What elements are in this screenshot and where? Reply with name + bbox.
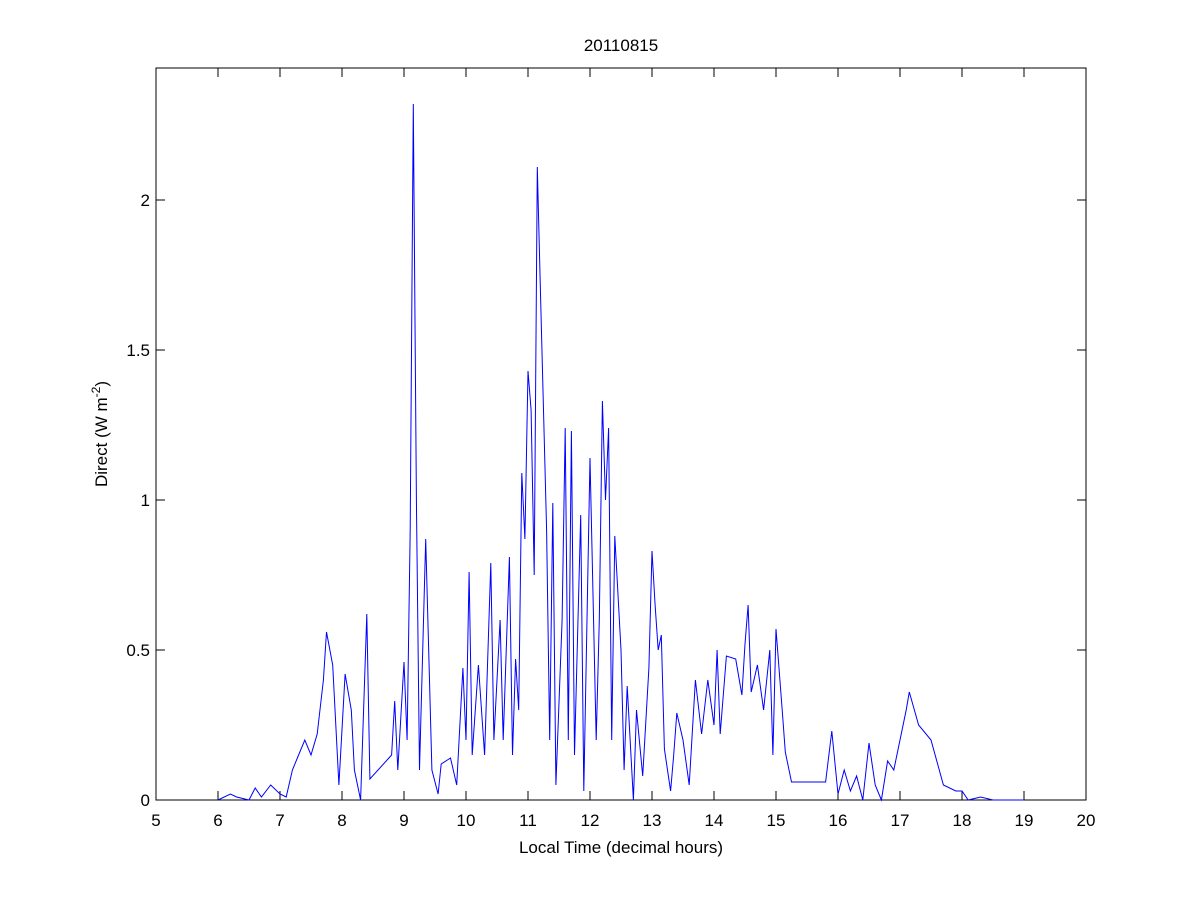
- y-label-text: Direct (W m: [92, 397, 111, 487]
- plot-box: [155, 67, 1087, 801]
- x-tick-label: 13: [643, 811, 662, 830]
- x-tick-label: 7: [275, 811, 284, 830]
- x-tick-label: 18: [953, 811, 972, 830]
- x-tick-label: 10: [457, 811, 476, 830]
- chart-title: 20110815: [584, 36, 658, 55]
- y-tick-label: 0: [141, 791, 150, 810]
- y-tick-label: 0.5: [126, 641, 150, 660]
- x-tick-label: 14: [705, 811, 724, 830]
- x-tick-label: 20: [1077, 811, 1096, 830]
- y-tick-label: 1.5: [126, 341, 150, 360]
- y-tick-label: 2: [141, 191, 150, 210]
- y-tick-label: 1: [141, 491, 150, 510]
- x-tick-label: 9: [399, 811, 408, 830]
- y-label-tail: ): [92, 381, 111, 387]
- x-tick-label: 17: [891, 811, 910, 830]
- x-axis-label: Local Time (decimal hours): [519, 838, 723, 857]
- y-axis-label: Direct (W m-2): [89, 381, 111, 487]
- x-tick-label: 11: [519, 811, 537, 830]
- data-line: [217, 103, 1024, 802]
- x-tick-label: 16: [829, 811, 848, 830]
- x-tick-label: 19: [1015, 811, 1034, 830]
- x-tick-label: 5: [151, 811, 160, 830]
- x-tick-label: 6: [213, 811, 222, 830]
- x-tick-label: 12: [581, 811, 600, 830]
- x-tick-label: 8: [337, 811, 346, 830]
- x-tick-label: 15: [767, 811, 786, 830]
- y-label-sup: -2: [89, 386, 103, 397]
